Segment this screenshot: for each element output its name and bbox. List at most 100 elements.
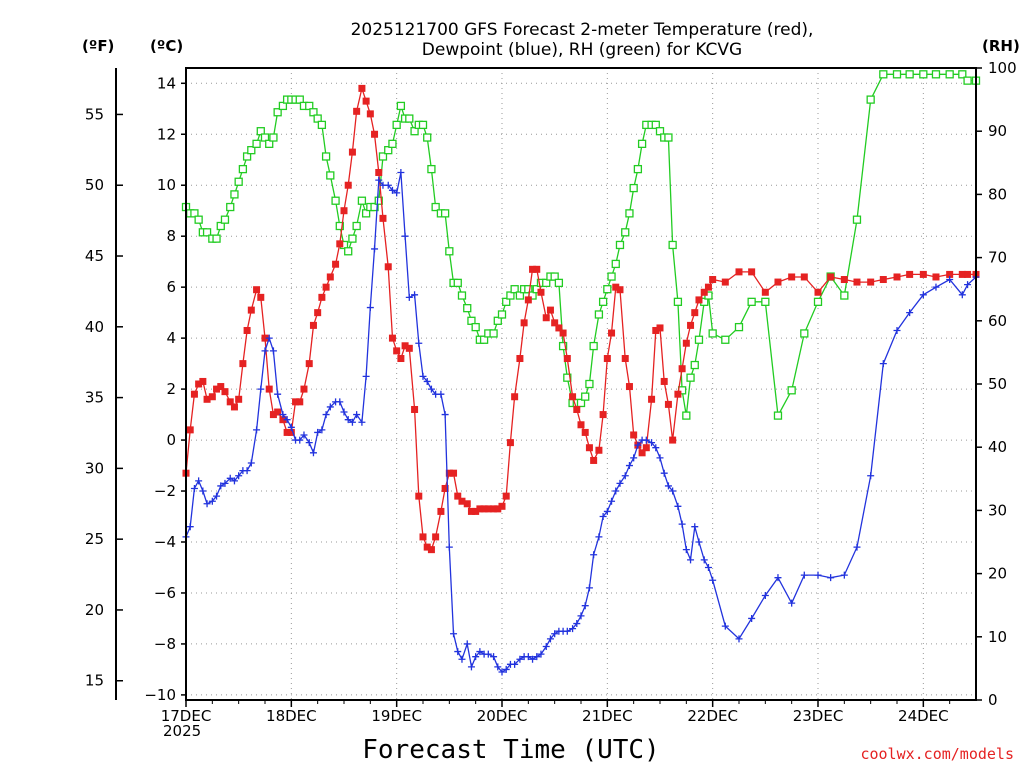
temperature-point	[498, 502, 506, 510]
rh-tick-label: 0	[988, 691, 998, 709]
dewpoint-point	[840, 571, 848, 579]
x-tick-label: 24DEC	[898, 707, 949, 725]
temperature-point	[700, 288, 708, 296]
dewpoint-point	[388, 186, 396, 194]
dewpoint-point	[678, 520, 686, 528]
dewpoint-point	[595, 533, 603, 541]
rh-tick-label: 70	[988, 249, 1007, 267]
dewpoint-point	[326, 403, 334, 411]
dewpoint-point	[788, 599, 796, 607]
temperature-point	[800, 273, 808, 281]
rh-point	[335, 221, 344, 231]
x-tick-label: 20DEC	[477, 707, 528, 725]
dewpoint-point	[687, 556, 695, 564]
dewpoint-point	[721, 622, 729, 630]
dewpoint-point	[300, 431, 308, 439]
rh-point	[611, 259, 620, 269]
dewpoint-point	[269, 347, 277, 355]
temperature-point	[336, 240, 344, 248]
temperature-point	[573, 405, 581, 413]
temperature-point	[559, 329, 567, 337]
temperature-point	[213, 385, 221, 393]
rh-tick-label: 10	[988, 628, 1007, 646]
temperature-point	[958, 270, 966, 278]
dewpoint-point	[467, 663, 475, 671]
rh-point	[919, 70, 928, 79]
celsius-tick-label: 8	[166, 227, 176, 245]
dewpoint-point	[608, 497, 616, 505]
dewpoint-point	[533, 653, 541, 661]
temperature-point	[814, 288, 822, 296]
temperature-point	[630, 431, 638, 439]
dewpoint-point	[800, 571, 808, 579]
dewpoint-point	[353, 411, 361, 419]
dewpoint-point	[415, 339, 423, 347]
dewpoint-point	[958, 291, 966, 299]
dewpoint-point	[484, 650, 492, 658]
rh-point	[664, 133, 673, 142]
celsius-tick-label: 6	[166, 278, 176, 296]
temperature-point	[427, 546, 435, 554]
rh-point	[405, 114, 414, 123]
temperature-point	[563, 355, 571, 363]
rh-tick-label: 50	[988, 375, 1007, 393]
dewpoint-point	[648, 439, 656, 447]
dewpoint-point	[405, 293, 413, 301]
temperature-point	[253, 286, 261, 294]
temperature-point	[577, 421, 585, 429]
temperature-point	[265, 385, 273, 393]
rh-tick-label: 60	[988, 312, 1007, 330]
dewpoint-point	[625, 462, 633, 470]
temperature-point	[401, 342, 409, 350]
rh-point	[313, 114, 322, 123]
temperature-point	[261, 334, 269, 342]
dewpoint-point	[411, 291, 419, 299]
celsius-tick-label: 4	[166, 329, 176, 347]
temperature-point	[827, 273, 835, 281]
rh-point	[238, 164, 248, 174]
temperature-point	[454, 492, 462, 500]
rh-point	[344, 247, 353, 256]
dewpoint-point	[537, 650, 545, 658]
temperature-point	[542, 314, 550, 322]
dewpoint-point	[441, 411, 449, 419]
rh-point	[515, 291, 525, 300]
temperature-point	[516, 355, 524, 363]
dewpoint-point	[366, 304, 374, 312]
rh-point	[278, 101, 288, 111]
temperature-point	[472, 507, 480, 515]
rh-point	[348, 234, 357, 243]
temperature-point	[621, 355, 629, 363]
temperature-point	[300, 385, 308, 393]
temperature-point	[332, 260, 340, 268]
temperature-point	[208, 393, 216, 401]
dewpoint-line-markers	[182, 168, 980, 676]
temperature-point	[432, 533, 440, 541]
dewpoint-point	[243, 467, 251, 475]
rh-point	[542, 278, 551, 288]
temperature-point	[239, 360, 247, 368]
dewpoint-point	[695, 538, 703, 546]
rh-point	[357, 196, 367, 205]
temperature-point	[687, 321, 695, 329]
dewpoint-point	[691, 523, 699, 531]
temperature-point	[195, 380, 203, 388]
rh-point	[603, 285, 612, 294]
rh-point	[673, 297, 683, 306]
temperature-point	[682, 339, 690, 347]
dewpoint-point	[735, 635, 743, 643]
rh-point	[668, 240, 677, 250]
rh-point	[295, 95, 304, 104]
rh-point	[489, 329, 498, 338]
temperature-point	[664, 400, 672, 408]
dewpoint-point	[213, 492, 221, 500]
celsius-tick-label: 10	[157, 176, 176, 194]
rh-point	[682, 411, 691, 420]
temperature-point	[419, 533, 427, 541]
rh-point	[321, 152, 331, 161]
temperature-point	[490, 505, 498, 513]
temperature-point	[411, 405, 419, 413]
rh-point	[331, 196, 340, 205]
dewpoint-point	[314, 428, 322, 436]
